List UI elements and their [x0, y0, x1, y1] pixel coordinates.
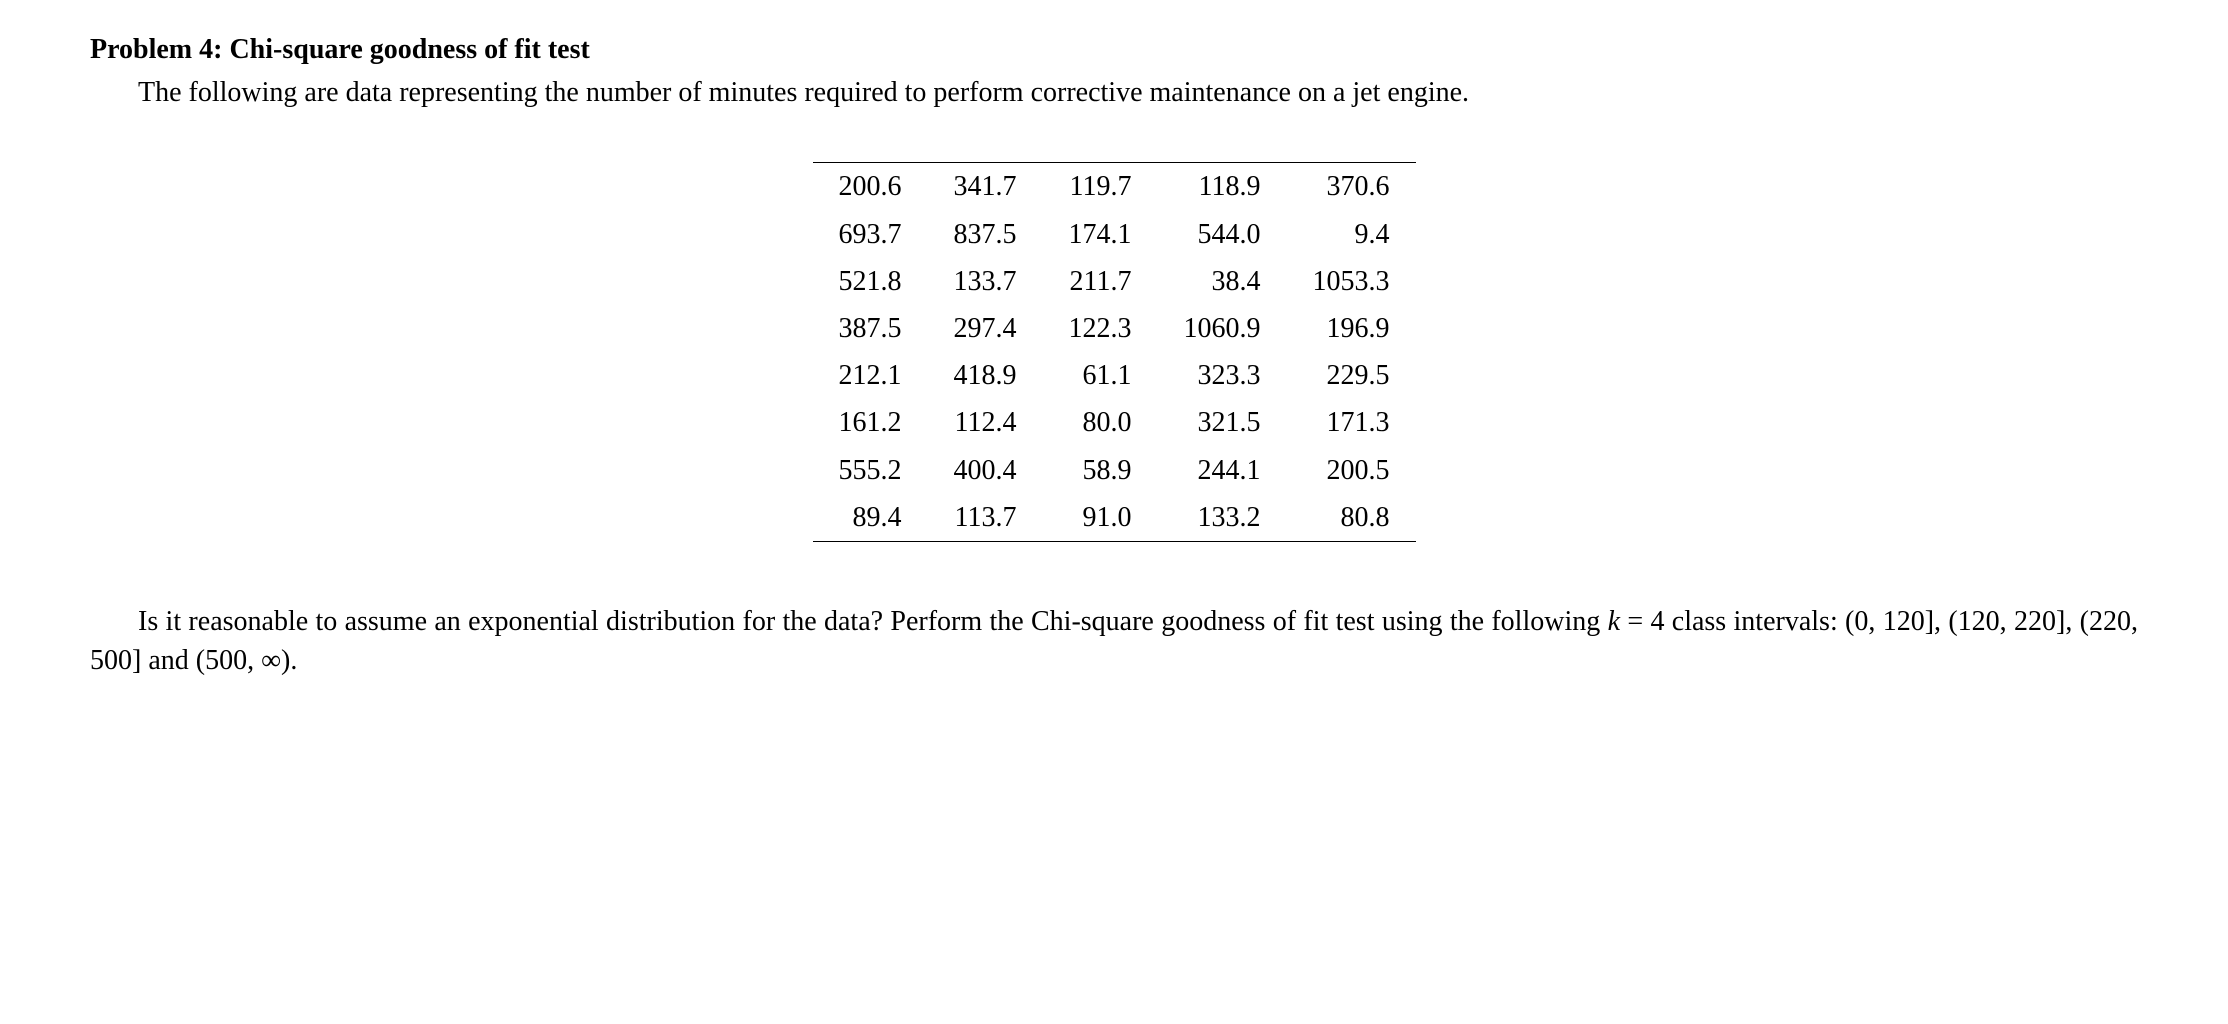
data-table-wrapper: 200.6 341.7 119.7 118.9 370.6 693.7 837.…: [90, 162, 2138, 542]
data-table: 200.6 341.7 119.7 118.9 370.6 693.7 837.…: [813, 162, 1416, 542]
table-cell: 370.6: [1287, 163, 1416, 211]
table-cell: 387.5: [813, 305, 928, 352]
table-row: 521.8 133.7 211.7 38.4 1053.3: [813, 258, 1416, 305]
table-cell: 211.7: [1043, 258, 1158, 305]
table-cell: 1053.3: [1287, 258, 1416, 305]
table-cell: 91.0: [1043, 494, 1158, 542]
table-cell: 113.7: [928, 494, 1043, 542]
table-cell: 323.3: [1158, 352, 1287, 399]
table-cell: 341.7: [928, 163, 1043, 211]
table-row: 161.2 112.4 80.0 321.5 171.3: [813, 399, 1416, 446]
table-cell: 80.8: [1287, 494, 1416, 542]
table-cell: 321.5: [1158, 399, 1287, 446]
table-cell: 229.5: [1287, 352, 1416, 399]
table-cell: 200.5: [1287, 447, 1416, 494]
table-cell: 118.9: [1158, 163, 1287, 211]
problem-title: Chi-square goodness of fit test: [229, 34, 589, 65]
question-text-part1: Is it reasonable to assume an exponentia…: [138, 606, 1608, 637]
problem-label: Problem 4:: [90, 34, 222, 65]
table-cell: 9.4: [1287, 211, 1416, 258]
intro-paragraph: The following are data representing the …: [90, 73, 2138, 112]
table-cell: 837.5: [928, 211, 1043, 258]
problem-heading: Problem 4: Chi-square goodness of fit te…: [90, 30, 2138, 69]
table-cell: 171.3: [1287, 399, 1416, 446]
table-cell: 112.4: [928, 399, 1043, 446]
table-row: 200.6 341.7 119.7 118.9 370.6: [813, 163, 1416, 211]
variable-k: k: [1608, 606, 1620, 637]
table-cell: 297.4: [928, 305, 1043, 352]
table-cell: 80.0: [1043, 399, 1158, 446]
table-cell: 244.1: [1158, 447, 1287, 494]
table-cell: 58.9: [1043, 447, 1158, 494]
table-cell: 161.2: [813, 399, 928, 446]
table-row: 555.2 400.4 58.9 244.1 200.5: [813, 447, 1416, 494]
table-cell: 400.4: [928, 447, 1043, 494]
table-cell: 200.6: [813, 163, 928, 211]
table-cell: 212.1: [813, 352, 928, 399]
table-cell: 196.9: [1287, 305, 1416, 352]
table-cell: 174.1: [1043, 211, 1158, 258]
table-cell: 61.1: [1043, 352, 1158, 399]
table-row: 693.7 837.5 174.1 544.0 9.4: [813, 211, 1416, 258]
table-row: 89.4 113.7 91.0 133.2 80.8: [813, 494, 1416, 542]
table-cell: 38.4: [1158, 258, 1287, 305]
table-cell: 1060.9: [1158, 305, 1287, 352]
table-cell: 119.7: [1043, 163, 1158, 211]
table-cell: 521.8: [813, 258, 928, 305]
table-cell: 544.0: [1158, 211, 1287, 258]
table-cell: 133.7: [928, 258, 1043, 305]
table-row: 212.1 418.9 61.1 323.3 229.5: [813, 352, 1416, 399]
table-cell: 555.2: [813, 447, 928, 494]
table-row: 387.5 297.4 122.3 1060.9 196.9: [813, 305, 1416, 352]
table-cell: 122.3: [1043, 305, 1158, 352]
question-paragraph: Is it reasonable to assume an exponentia…: [90, 602, 2138, 680]
table-cell: 418.9: [928, 352, 1043, 399]
table-cell: 133.2: [1158, 494, 1287, 542]
table-cell: 89.4: [813, 494, 928, 542]
table-cell: 693.7: [813, 211, 928, 258]
data-table-body: 200.6 341.7 119.7 118.9 370.6 693.7 837.…: [813, 163, 1416, 542]
